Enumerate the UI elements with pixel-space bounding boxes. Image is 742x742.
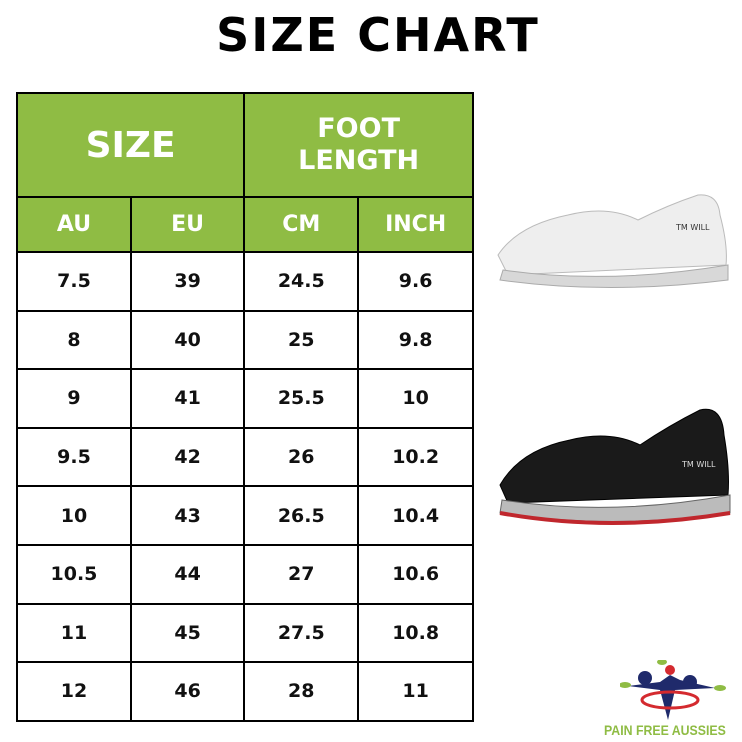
white-shoe-image: TM WILL [497,194,729,288]
cm-cell: 27.5 [243,602,360,664]
eu-cell: 39 [129,251,246,312]
inch-cell: 10.4 [357,485,474,546]
cm-cell: 28 [243,661,360,722]
size-header: SIZE [15,92,246,198]
inch-cell: 10 [357,368,474,429]
cm-header: CM [243,196,360,253]
table-row: 9 41 25.5 10 [16,368,474,429]
eu-cell: 41 [129,368,246,429]
au-cell: 10 [16,485,132,546]
black-shoe-image: TM WILL [499,408,731,525]
eu-cell: 45 [129,602,246,664]
inch-cell: 11 [357,661,474,722]
inch-cell: 10.8 [357,602,474,664]
cm-cell: 26 [243,426,360,488]
au-cell: 11 [16,602,132,664]
eu-cell: 46 [129,661,246,722]
au-cell: 12 [16,661,132,722]
eu-header: EU [129,196,246,253]
foot-length-header: FOOT LENGTH [243,92,474,198]
eu-cell: 40 [129,309,246,371]
table-row: 7.5 39 24.5 9.6 [16,251,474,312]
inch-cell: 10.2 [357,426,474,488]
au-cell: 10.5 [16,543,132,605]
eu-cell: 43 [129,485,246,546]
logo-icon [620,660,726,720]
svg-text:TM WILL: TM WILL [675,223,710,232]
page-title: SIZE CHART [216,8,540,62]
cm-cell: 24.5 [243,251,360,312]
au-header: AU [16,196,132,253]
table-row: 10 43 26.5 10.4 [16,485,474,546]
cm-cell: 27 [243,543,360,605]
table-row: 11 45 27.5 10.8 [16,602,474,664]
au-cell: 9.5 [16,426,132,488]
cm-cell: 25 [243,309,360,371]
au-cell: 9 [16,368,132,429]
eu-cell: 42 [129,426,246,488]
cm-cell: 26.5 [243,485,360,546]
svg-text:TM WILL: TM WILL [681,460,716,469]
eu-cell: 44 [129,543,246,605]
size-table: SIZE FOOT LENGTH AU EU CM INCH 7.5 39 24.5 9… [15,92,474,722]
inch-cell: 9.8 [357,309,474,371]
inch-cell: 9.6 [357,251,474,312]
table-row: 8 40 25 9.8 [16,309,474,371]
logo-text: PAIN FREE AUSSIES [604,722,726,738]
table-row: 12 46 28 11 [16,661,474,722]
au-cell: 8 [16,309,132,371]
table-row: 10.5 44 27 10.6 [16,543,474,605]
table-row: 9.5 42 26 10.2 [16,426,474,488]
au-cell: 7.5 [16,251,132,312]
inch-header: INCH [357,196,474,253]
cm-cell: 25.5 [243,368,360,429]
inch-cell: 10.6 [357,543,474,605]
